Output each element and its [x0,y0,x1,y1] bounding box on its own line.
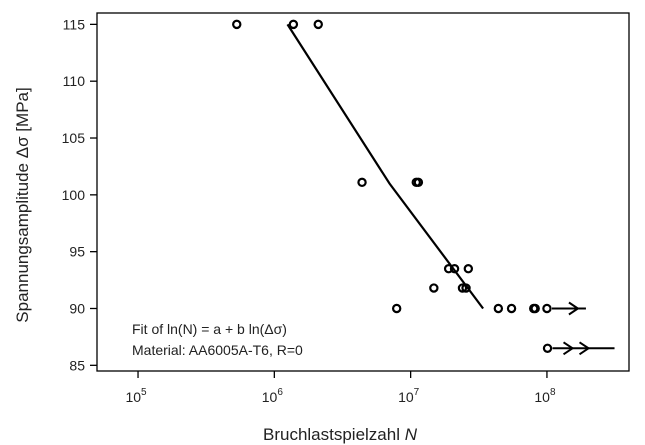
y-tick-label-2: 95 [69,244,85,260]
data-point-11 [461,283,471,293]
annotation-fit: Fit of ln(N) = a + b ln(Δσ) [132,321,287,337]
y-tick-label-0: 85 [69,357,85,373]
data-point-13 [493,303,504,314]
y-tick-label-5: 110 [63,73,86,89]
data-point-12 [463,264,474,274]
x-tick-label-1: 106 [262,387,284,405]
x-tick-label-2: 107 [398,387,420,405]
y-axis-title: Spannungsamplitude Δσ [MPa] [13,87,32,322]
y-tick-label-1: 90 [69,300,85,316]
data-point-16 [530,303,540,314]
data-point-10 [457,283,468,293]
x-axis-title: Bruchlastspielzahl N [263,425,418,444]
y-tick-label-6: 115 [63,16,86,32]
y-tick-label-3: 100 [62,187,86,203]
runout-arrows [551,301,615,356]
runout-arrowhead-1-1 [578,341,591,356]
data-point-5 [413,177,424,188]
data-point-2 [313,19,323,30]
data-point-6 [391,303,402,314]
annotation-material: Material: AA6005A-T6, R=0 [132,342,303,358]
data-point-18 [542,343,553,353]
data-points [232,19,553,353]
y-tick-labels: 85 90 95 100 105 110 115 [62,16,86,373]
runout-arrowhead-0-0 [568,301,580,316]
data-point-9 [449,264,460,274]
plot-frame [96,12,630,372]
data-point-8 [443,264,454,274]
data-point-7 [429,283,439,293]
x-tick-label-0: 105 [125,387,147,405]
data-point-0 [232,19,242,30]
y-tick-label-4: 105 [62,130,86,146]
data-point-17 [542,303,552,314]
x-tick-label-3: 108 [534,387,556,405]
x-tick-labels: 105 106 107 108 [125,387,555,405]
axis-ticks [90,23,548,378]
data-point-3 [357,177,367,188]
runout-arrowhead-1-0 [562,341,575,356]
data-point-14 [506,303,517,314]
data-point-1 [288,19,299,30]
